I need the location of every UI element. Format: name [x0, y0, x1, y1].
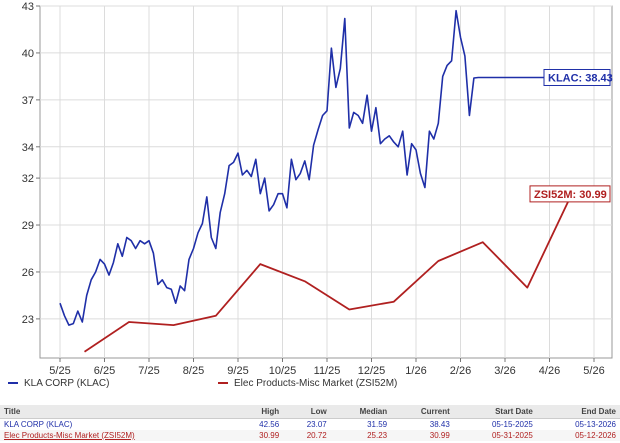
- x-tick-label: 5/26: [583, 365, 604, 377]
- legend-item-klac: KLA CORP (KLAC): [8, 378, 109, 389]
- y-tick-label: 26: [22, 267, 34, 279]
- col-end-date: End Date: [536, 405, 620, 419]
- col-title: Title: [0, 405, 236, 419]
- col-current: Current: [391, 405, 454, 419]
- y-tick-label: 37: [22, 95, 34, 107]
- cell-end-date: 05-13-2026: [575, 420, 616, 429]
- cell-current: 38.43: [429, 420, 450, 429]
- x-axis: 5/25 6/25 7/25 8/25 9/25 10/25 11/25 12/25 1/26 2…: [49, 358, 605, 377]
- series-end-label: ZSI52M: 30.99: [534, 189, 607, 201]
- series-end-labels: KLAC: 38.43 ZSI52M: 30.99: [529, 68, 613, 203]
- legend-swatch: [218, 382, 228, 385]
- y-tick-label: 40: [22, 48, 34, 60]
- cell-high: 42.56: [259, 420, 280, 429]
- col-high: High: [235, 405, 284, 419]
- legend-label: KLA CORP (KLAC): [24, 378, 110, 389]
- legend-label: Elec Products-Misc Market (ZSI52M): [234, 378, 398, 389]
- x-tick-label: 10/25: [269, 365, 297, 377]
- cell-median: 25.23: [367, 431, 388, 440]
- legend-swatch: [8, 382, 18, 385]
- cell-median: 31.59: [367, 420, 388, 429]
- x-tick-label: 12/25: [358, 365, 386, 377]
- series-line-0: [59, 9, 581, 326]
- grid-lines: [39, 5, 613, 359]
- x-tick-label: 9/25: [227, 365, 248, 377]
- legend-item-zsi52m: Elec Products-Misc Market (ZSI52M): [218, 378, 397, 389]
- x-tick-label: 1/26: [405, 365, 426, 377]
- series-end-label: KLAC: 38.43: [548, 72, 613, 84]
- table-row: KLA CORP (KLAC) 42.56 23.07 31.59 38.43 …: [0, 419, 620, 431]
- cell-high: 30.99: [259, 431, 280, 440]
- col-start-date: Start Date: [453, 405, 537, 419]
- x-tick-label: 7/25: [138, 365, 159, 377]
- table-header-row: Title High Low Median Current Start Date…: [0, 405, 620, 419]
- series-line-1: [84, 193, 573, 353]
- plot-area: [39, 5, 613, 359]
- cell-start-date: 05-15-2025: [491, 420, 533, 429]
- summary-table: Title High Low Median Current Start Date…: [0, 405, 620, 441]
- cell-low: 23.07: [306, 420, 327, 429]
- y-tick-label: 43: [22, 1, 34, 13]
- col-low: Low: [283, 405, 331, 419]
- table-row: Elec Products-Misc Market (ZSI52M) 30.99…: [0, 430, 620, 441]
- x-tick-label: 5/25: [49, 365, 70, 377]
- x-tick-label: 2/26: [450, 365, 471, 377]
- col-median: Median: [330, 405, 392, 419]
- x-tick-label: 3/26: [494, 365, 515, 377]
- cell-start-date: 05-31-2025: [491, 431, 533, 440]
- cell-title[interactable]: Elec Products-Misc Market (ZSI52M): [4, 431, 135, 440]
- y-tick-label: 29: [22, 220, 34, 232]
- series-end-label-box: [529, 185, 611, 203]
- series-lines: [59, 9, 581, 353]
- y-tick-label: 23: [22, 314, 34, 326]
- y-tick-label: 32: [22, 173, 34, 185]
- x-tick-label: 11/25: [314, 365, 341, 377]
- x-tick-label: 4/26: [539, 365, 560, 377]
- cell-current: 30.99: [429, 431, 450, 440]
- x-tick-label: 8/25: [183, 365, 204, 377]
- cell-end-date: 05-12-2026: [575, 431, 616, 440]
- y-tick-label: 34: [22, 142, 34, 154]
- x-tick-label: 6/25: [94, 365, 115, 377]
- series-end-label-box: [543, 68, 611, 86]
- line-chart: 23 26 29 32 34 37 40 43 5/25 6/25 7/25 8/25 9/25 10/…: [22, 1, 613, 377]
- cell-title: KLA CORP (KLAC): [4, 420, 73, 429]
- cell-low: 20.72: [306, 431, 327, 440]
- y-axis: 23 26 29 32 34 37 40 43: [22, 1, 40, 326]
